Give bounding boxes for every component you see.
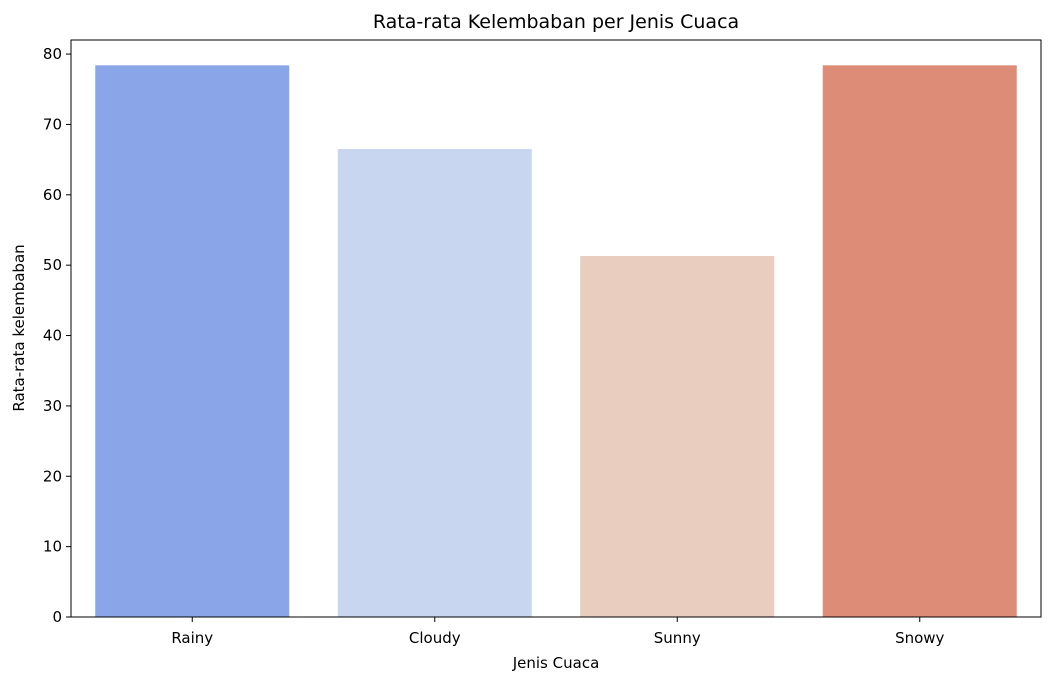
y-tick-label: 30 bbox=[43, 397, 62, 415]
x-tick-label: Cloudy bbox=[409, 629, 461, 647]
y-tick-label: 0 bbox=[52, 608, 62, 626]
bar-cloudy bbox=[337, 149, 532, 617]
x-axis-label: Jenis Cuaca bbox=[512, 654, 600, 672]
y-tick-label: 60 bbox=[43, 186, 62, 204]
y-tick-label: 20 bbox=[43, 467, 62, 485]
x-tick-label: Sunny bbox=[654, 629, 701, 647]
x-tick-label: Rainy bbox=[171, 629, 213, 647]
plot-frame bbox=[70, 39, 1042, 618]
plot-area: Rainy Cloudy Sunny Snowy 0 10 20 30 40 50 60 70 80 bbox=[43, 39, 1042, 647]
y-tick-label: 10 bbox=[43, 538, 62, 556]
chart-title: Rata-rata Kelembaban per Jenis Cuaca bbox=[373, 11, 739, 33]
y-tick-label: 80 bbox=[43, 45, 62, 63]
y-tick-label: 40 bbox=[43, 327, 62, 345]
y-axis-label: Rata-rata kelembaban bbox=[10, 244, 28, 411]
bar-rainy bbox=[95, 65, 290, 617]
bar-snowy bbox=[822, 65, 1017, 617]
y-tick-label: 70 bbox=[43, 115, 62, 133]
bar-sunny bbox=[580, 256, 775, 617]
x-tick-label: Snowy bbox=[895, 629, 944, 647]
y-tick-label: 50 bbox=[43, 256, 62, 274]
